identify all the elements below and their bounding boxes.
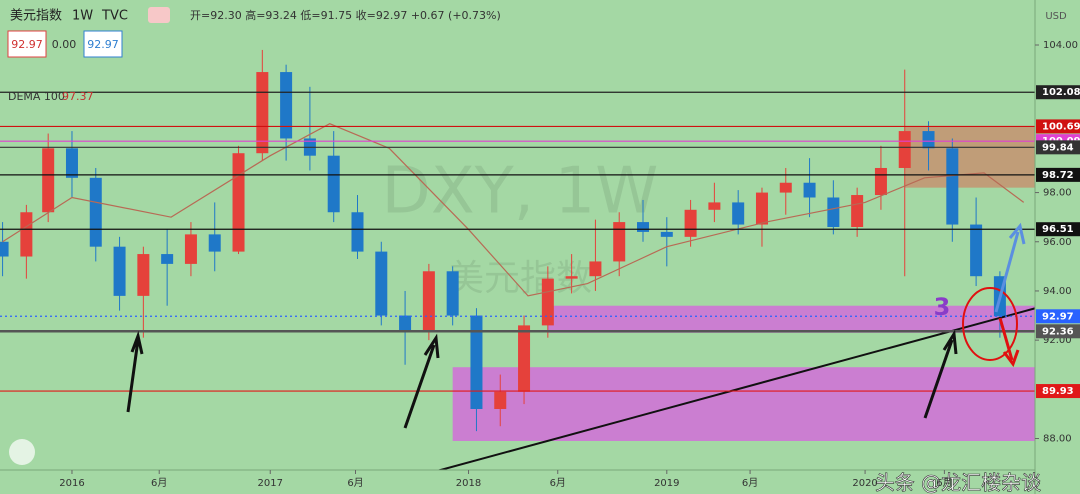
- price-label: 89.93: [1042, 386, 1074, 397]
- candle-body: [161, 254, 174, 264]
- plot: [0, 49, 1035, 470]
- bid-box[interactable]: [7, 30, 47, 58]
- candle-body: [470, 315, 483, 410]
- y-tick-label: 104.00: [1043, 40, 1078, 51]
- candle-body: [874, 167, 887, 196]
- candle-body: [851, 195, 864, 228]
- candle-body: [494, 391, 507, 410]
- highlight-circle: [962, 287, 1018, 361]
- candle-body: [898, 131, 911, 168]
- candle-body: [0, 241, 9, 257]
- x-tick-label: 6月: [742, 477, 758, 489]
- price-label: 92.36: [1042, 326, 1074, 337]
- y-tick-label: 92.00: [1043, 335, 1072, 346]
- candle-body: [732, 202, 745, 225]
- price-label-box: [1036, 309, 1080, 324]
- candle-body: [232, 153, 245, 252]
- candle-body: [589, 261, 602, 277]
- candle-body: [803, 182, 816, 198]
- price-label-box: [1036, 85, 1080, 100]
- candle-body: [446, 271, 459, 316]
- candle-body: [684, 209, 697, 237]
- symbol: 美元指数: [10, 9, 62, 24]
- candle-body: [280, 72, 293, 139]
- candle-body: [755, 192, 768, 225]
- x-tick-label: 2018: [456, 478, 481, 489]
- candle-body: [518, 325, 531, 392]
- price-label: 100.69: [1042, 121, 1080, 132]
- x-tick-label: 6月: [936, 477, 952, 489]
- price-label-box: [1036, 140, 1080, 155]
- interval: 1W: [72, 9, 93, 24]
- arrows: [126, 222, 1026, 429]
- logo: [9, 439, 35, 465]
- candle-body: [827, 197, 840, 228]
- y-tick-label: 94.00: [1043, 286, 1072, 297]
- trendline: [438, 307, 1035, 470]
- source: TVC: [101, 9, 128, 24]
- candle-body: [208, 234, 221, 252]
- candle-body: [137, 254, 150, 296]
- candle-body: [613, 222, 626, 262]
- indicator: DEMA 100: [8, 90, 65, 103]
- dema-line: [2, 123, 1025, 297]
- y-tick-label: 96.00: [1043, 237, 1072, 248]
- x-tick-label: 2019: [654, 478, 679, 489]
- candle-body: [184, 234, 197, 264]
- candle-body: [89, 177, 102, 247]
- candle-body: [327, 155, 340, 213]
- candle-body: [708, 202, 721, 210]
- toggle[interactable]: [148, 7, 170, 23]
- y-tick-label: 88.00: [1043, 434, 1072, 445]
- candle-body: [637, 222, 650, 232]
- price-label-box: [1036, 167, 1080, 182]
- candle-body: [422, 271, 435, 331]
- candle-body: [399, 315, 412, 331]
- y-tick-label: 98.00: [1043, 188, 1072, 199]
- price-label-box: [1036, 222, 1080, 237]
- currency: USD: [1045, 11, 1067, 22]
- candle-body: [946, 148, 959, 225]
- candle-body: [375, 251, 388, 316]
- ask: 92.97: [87, 38, 119, 51]
- candle-body: [970, 224, 983, 277]
- credit: 头条 @龙汇楼杂谈: [875, 471, 1041, 494]
- x-tick-label: 6月: [550, 477, 566, 489]
- price-label: 92.97: [1042, 311, 1074, 322]
- candle-body: [565, 276, 578, 279]
- candle-body: [42, 148, 55, 213]
- candle-body: [922, 131, 935, 149]
- x-tick-label: 6月: [347, 477, 363, 489]
- spread: 0.00: [52, 38, 77, 51]
- watermark: DXY, 1W: [382, 155, 659, 229]
- candle-body: [20, 212, 33, 257]
- candle-body: [660, 231, 673, 237]
- candle-body: [541, 278, 554, 326]
- candle-body: [113, 246, 126, 296]
- candle-body: [65, 148, 78, 178]
- zone: [547, 305, 1035, 333]
- x-tick-label: 2017: [258, 478, 283, 489]
- zone: [452, 367, 1035, 441]
- price-label: 102.08: [1042, 87, 1080, 98]
- bid: 92.97: [11, 38, 43, 51]
- candle-body: [779, 182, 792, 193]
- ohlc: 开=92.30 高=93.24 低=91.75 收=92.97 +0.67 (+…: [190, 8, 501, 22]
- price-label: 96.51: [1042, 224, 1074, 235]
- x-tick-label: 2016: [59, 478, 84, 489]
- candle-body: [351, 212, 364, 252]
- price-label-box: [1036, 324, 1080, 339]
- ask-box[interactable]: [83, 30, 123, 58]
- indicator-value: 97.37: [62, 90, 94, 103]
- price-label: 98.72: [1042, 170, 1074, 181]
- price-label-box: [1036, 119, 1080, 134]
- x-tick-label: 2020: [852, 478, 877, 489]
- price-label-box: [1036, 384, 1080, 399]
- x-tick-label: 6月: [151, 477, 167, 489]
- annotation: 3: [934, 293, 951, 321]
- price-label: 99.84: [1042, 142, 1074, 153]
